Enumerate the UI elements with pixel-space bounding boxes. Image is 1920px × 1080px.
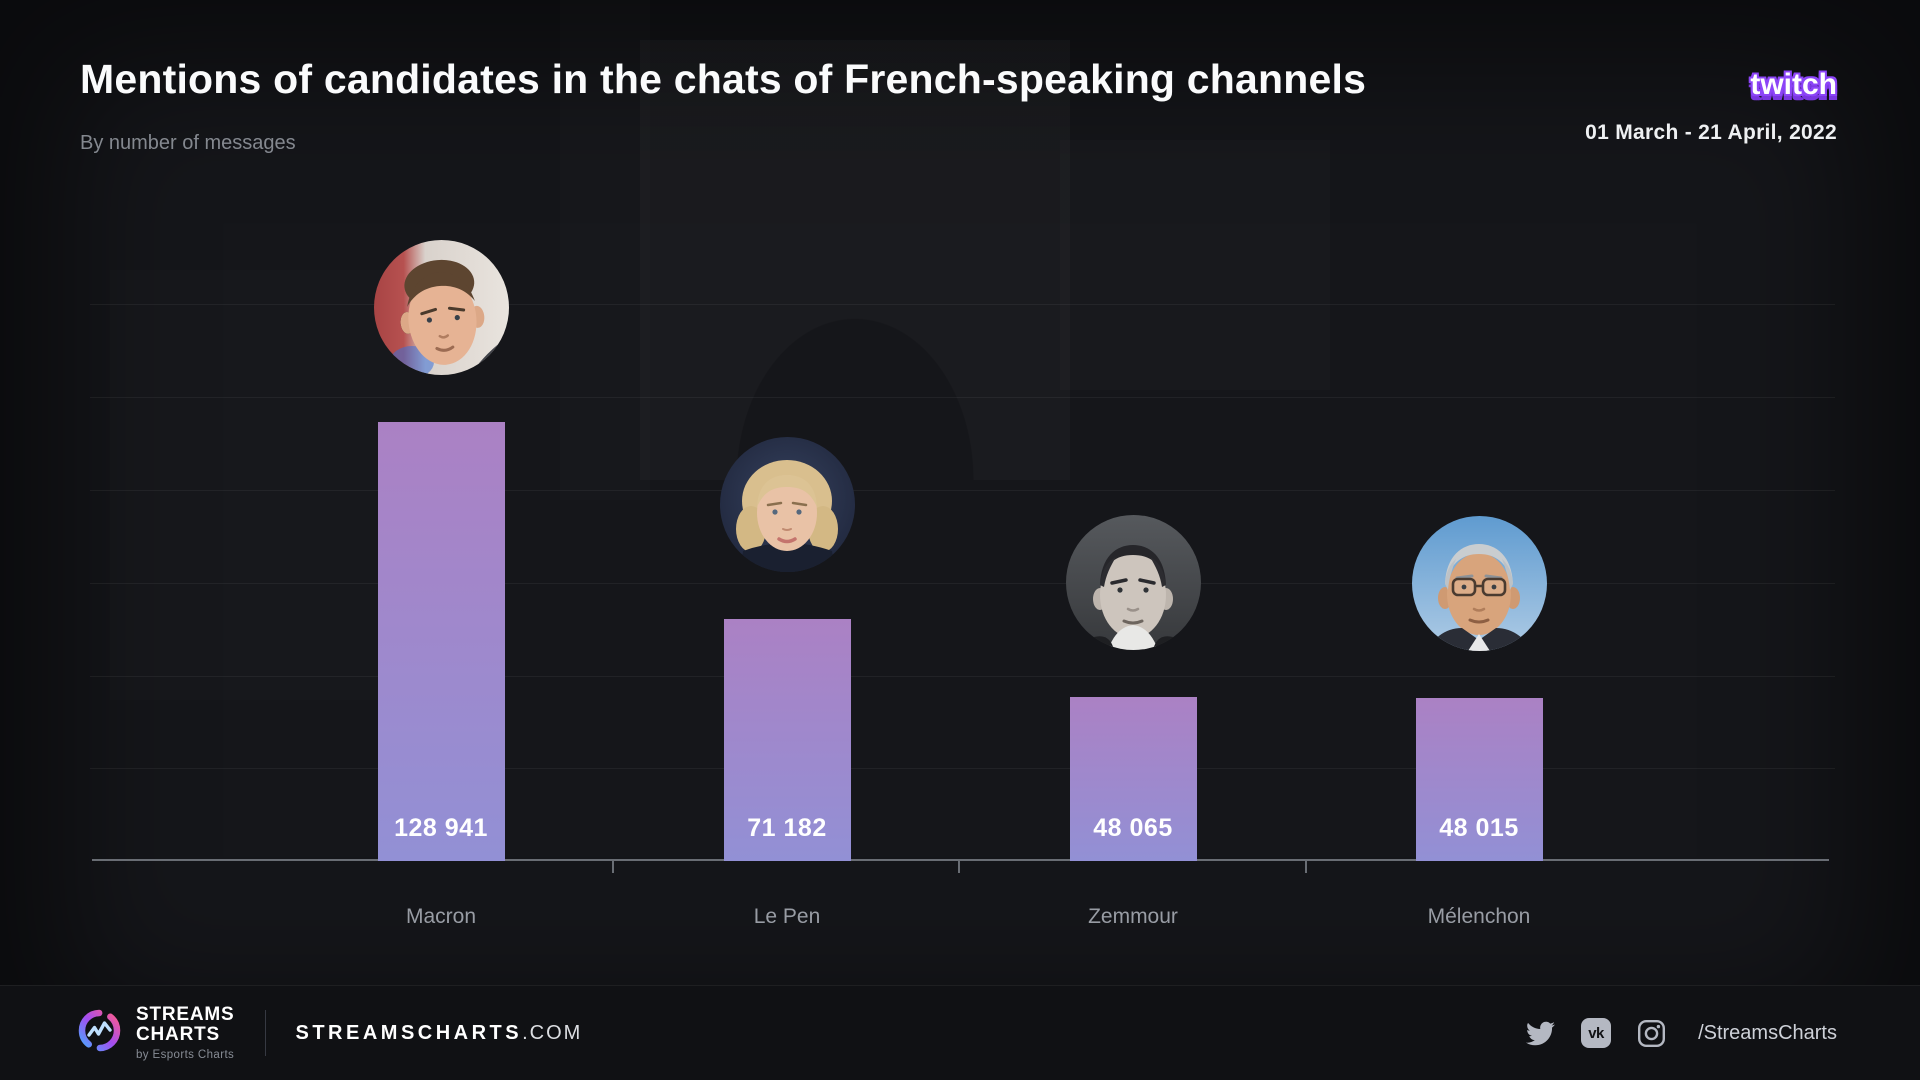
chart-gridline [90, 583, 1835, 584]
column-melenchon: 48 015 Mélenchon [1379, 516, 1579, 928]
instagram-icon[interactable] [1637, 1019, 1666, 1048]
background-arch-silhouette [640, 40, 1070, 480]
site-tld: .COM [522, 1021, 583, 1044]
bar-value: 128 941 [394, 814, 488, 842]
site-link[interactable]: STREAMSCHARTS.COM [296, 1022, 583, 1045]
column-macron: 128 941 Macron [341, 240, 541, 928]
bar-value: 48 065 [1093, 814, 1173, 842]
chart-gridline [90, 397, 1835, 398]
lepen-avatar [719, 437, 855, 572]
site-name: STREAMSCHARTS [295, 1021, 523, 1044]
page-subtitle: By number of messages [80, 132, 296, 154]
chart-gridline [90, 768, 1835, 769]
chart-gridline [90, 676, 1835, 677]
streams-charts-logo-icon [77, 1008, 122, 1058]
melenchon-avatar [1411, 516, 1547, 651]
category-label: Macron [405, 905, 477, 928]
social-handle[interactable]: /StreamsCharts [1698, 1021, 1837, 1044]
page-title: Mentions of candidates in the chats of F… [80, 56, 1367, 102]
category-label: Zemmour [1088, 905, 1178, 928]
bar-lepen: 71 182 [723, 619, 851, 861]
column-lepen: 71 182 Le Pen [687, 437, 887, 928]
axis-tick [958, 861, 960, 873]
column-zemmour: 48 065 Zemmour [1033, 515, 1233, 928]
bar-value: 71 182 [747, 814, 827, 842]
brand-name-line1: STREAMS [136, 1004, 235, 1025]
footer: STREAMS CHARTS by Esports Charts STREAMS… [0, 985, 1920, 1080]
axis-tick [1305, 861, 1307, 873]
vk-icon[interactable]: vk [1581, 1018, 1612, 1048]
bar-zemmour: 48 065 [1069, 697, 1197, 861]
brand-name-line2: CHARTS [136, 1024, 220, 1045]
axis-tick [612, 861, 614, 873]
footer-divider [264, 1010, 266, 1056]
bar-macron: 128 941 [377, 422, 505, 861]
zemmour-avatar [1065, 515, 1201, 650]
chart-gridline [90, 490, 1835, 491]
date-range-label: 01 March - 21 April, 2022 [1585, 121, 1837, 144]
category-label: Le Pen [753, 905, 821, 928]
twitter-icon[interactable] [1526, 1019, 1556, 1048]
chart-x-axis [92, 859, 1829, 861]
twitch-logo: twitch [1750, 68, 1837, 101]
bar-melenchon: 48 015 [1415, 698, 1543, 861]
macron-avatar [373, 240, 509, 375]
brand-subtitle: by Esports Charts [136, 1049, 235, 1061]
chart-gridline [90, 304, 1835, 305]
category-label: Mélenchon [1427, 905, 1531, 928]
background-texture [1060, 140, 1330, 390]
bar-value: 48 015 [1439, 814, 1519, 842]
